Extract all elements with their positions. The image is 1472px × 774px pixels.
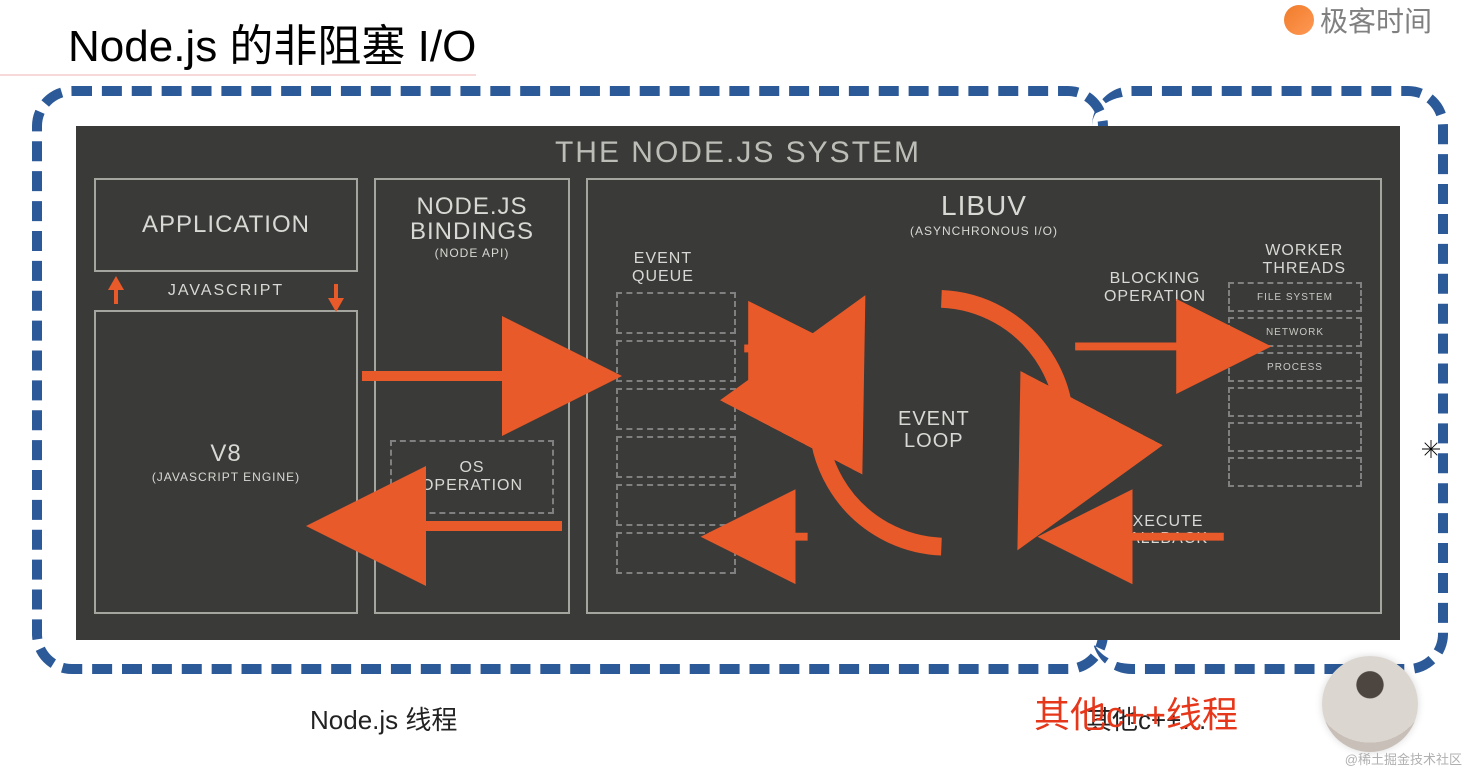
worker-item: PROCESS: [1228, 352, 1362, 382]
bindings-column: NODE.JS BINDINGS (NODE API) OS OPERATION: [374, 178, 570, 614]
application-box: APPLICATION: [94, 178, 358, 272]
caption-nodejs-thread: Node.js 线程: [310, 700, 457, 737]
brand-text: 极客时间: [1320, 0, 1432, 40]
diagram-title: THE NODE.JS SYSTEM: [94, 136, 1382, 170]
worker-threads-label: WORKER THREADS: [1263, 242, 1346, 277]
diagram-panel: THE NODE.JS SYSTEM APPLICATION JAVASCRIP…: [76, 126, 1400, 640]
blocking-operation-label: BLOCKING OPERATION: [1104, 270, 1206, 305]
worker-item: [1228, 387, 1362, 417]
queue-item: [616, 532, 736, 574]
worker-threads-stack: FILE SYSTEM NETWORK PROCESS: [1228, 282, 1362, 492]
event-loop-label: EVENT LOOP: [898, 408, 970, 452]
bindings-sublabel: (NODE API): [435, 246, 510, 260]
bindings-box: NODE.JS BINDINGS (NODE API): [374, 178, 570, 614]
page-title: Node.js 的非阻塞 I/O: [0, 0, 476, 76]
worker-item: [1228, 422, 1362, 452]
bindings-label-1: NODE.JS: [410, 194, 534, 219]
os-operation-box: OS OPERATION: [390, 440, 554, 514]
brand-badge: 极客时间: [1284, 0, 1432, 40]
left-column: APPLICATION JAVASCRIPT V8 (JAVASCRIPT EN…: [94, 178, 358, 614]
bindings-label-2: BINDINGS: [410, 219, 534, 244]
watermark: @稀土掘金技术社区: [1345, 749, 1462, 768]
arrow-up-stem: [114, 290, 118, 304]
arrow-down-icon: [328, 298, 344, 312]
libuv-sublabel: (ASYNCHRONOUS I/O): [910, 224, 1058, 238]
caption-other-cpp-red: 其他c++线程: [1034, 686, 1238, 738]
queue-item: [616, 292, 736, 334]
os-op-label2: OPERATION: [421, 477, 523, 495]
v8-box: V8 (JAVASCRIPT ENGINE): [94, 310, 358, 614]
libuv-box: LIBUV (ASYNCHRONOUS I/O) EVENT QUEUE EVE…: [586, 178, 1382, 614]
javascript-label: JAVASCRIPT: [94, 272, 358, 310]
worker-item: [1228, 457, 1362, 487]
event-queue-stack: [616, 292, 736, 580]
arrow-up-icon: [108, 276, 124, 290]
execute-callback-label: EXECUTE CALLBACK: [1116, 513, 1208, 548]
queue-item: [616, 436, 736, 478]
worker-item: NETWORK: [1228, 317, 1362, 347]
queue-item: [616, 388, 736, 430]
v8-label: V8: [210, 440, 241, 468]
event-queue-label: EVENT QUEUE: [632, 250, 694, 285]
cursor-icon: [1422, 440, 1440, 458]
application-label: APPLICATION: [142, 211, 310, 239]
presenter-avatar: [1322, 656, 1418, 752]
queue-item: [616, 484, 736, 526]
os-op-label1: OS: [459, 459, 484, 477]
libuv-label: LIBUV: [941, 190, 1027, 222]
v8-sublabel: (JAVASCRIPT ENGINE): [152, 470, 300, 484]
queue-item: [616, 340, 736, 382]
worker-item: FILE SYSTEM: [1228, 282, 1362, 312]
arrow-down-stem: [334, 284, 338, 298]
brand-icon: [1284, 5, 1314, 35]
